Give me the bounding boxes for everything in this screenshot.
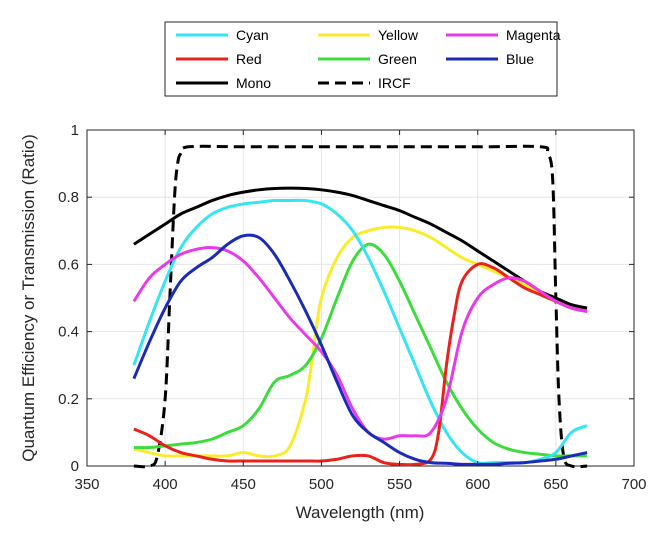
x-tick-label: 350 — [74, 476, 99, 493]
series-line-blue — [132, 233, 588, 466]
plot-area-border — [86, 129, 635, 467]
series-line-ircf — [133, 144, 588, 469]
x-tick-label: 650 — [543, 476, 568, 493]
legend-label-green: Green — [378, 51, 417, 67]
y-tick-label: 0.6 — [58, 256, 79, 273]
legend-label-red: Red — [236, 51, 262, 67]
y-tick-label: 0 — [71, 458, 79, 475]
series-line-green — [133, 242, 588, 458]
legend-label-ircf: IRCF — [378, 75, 411, 91]
legend-label-yellow: Yellow — [378, 27, 419, 43]
legend-label-magenta: Magenta — [506, 27, 561, 43]
series-layer — [132, 144, 588, 469]
y-tick-label: 0.4 — [58, 324, 79, 341]
y-tick-label: 0.2 — [58, 391, 79, 408]
x-tick-label: 600 — [465, 476, 490, 493]
x-tick-label: 450 — [231, 476, 256, 493]
x-axis-label: Wavelength (nm) — [296, 503, 425, 522]
y-tick-label: 0.8 — [58, 189, 79, 206]
axis-ticks: 350 400 450 500 550 600 650 700 0 0.2 0.4 0.6 0.8 1 — [58, 122, 646, 493]
y-tick-label: 1 — [71, 122, 79, 139]
x-tick-label: 700 — [621, 476, 646, 493]
x-tick-label: 550 — [387, 476, 412, 493]
legend: Cyan Red Mono Yellow Green IRCF Magenta Blue — [164, 21, 561, 97]
series-line-magenta — [132, 246, 588, 441]
y-axis-label: Quantum Efficiency or Transmission (Rati… — [19, 134, 38, 462]
legend-label-cyan: Cyan — [236, 27, 269, 43]
legend-label-blue: Blue — [506, 51, 534, 67]
legend-label-mono: Mono — [236, 75, 271, 91]
series-line-mono — [133, 186, 588, 310]
x-tick-label: 400 — [153, 476, 178, 493]
x-tick-label: 500 — [309, 476, 334, 493]
